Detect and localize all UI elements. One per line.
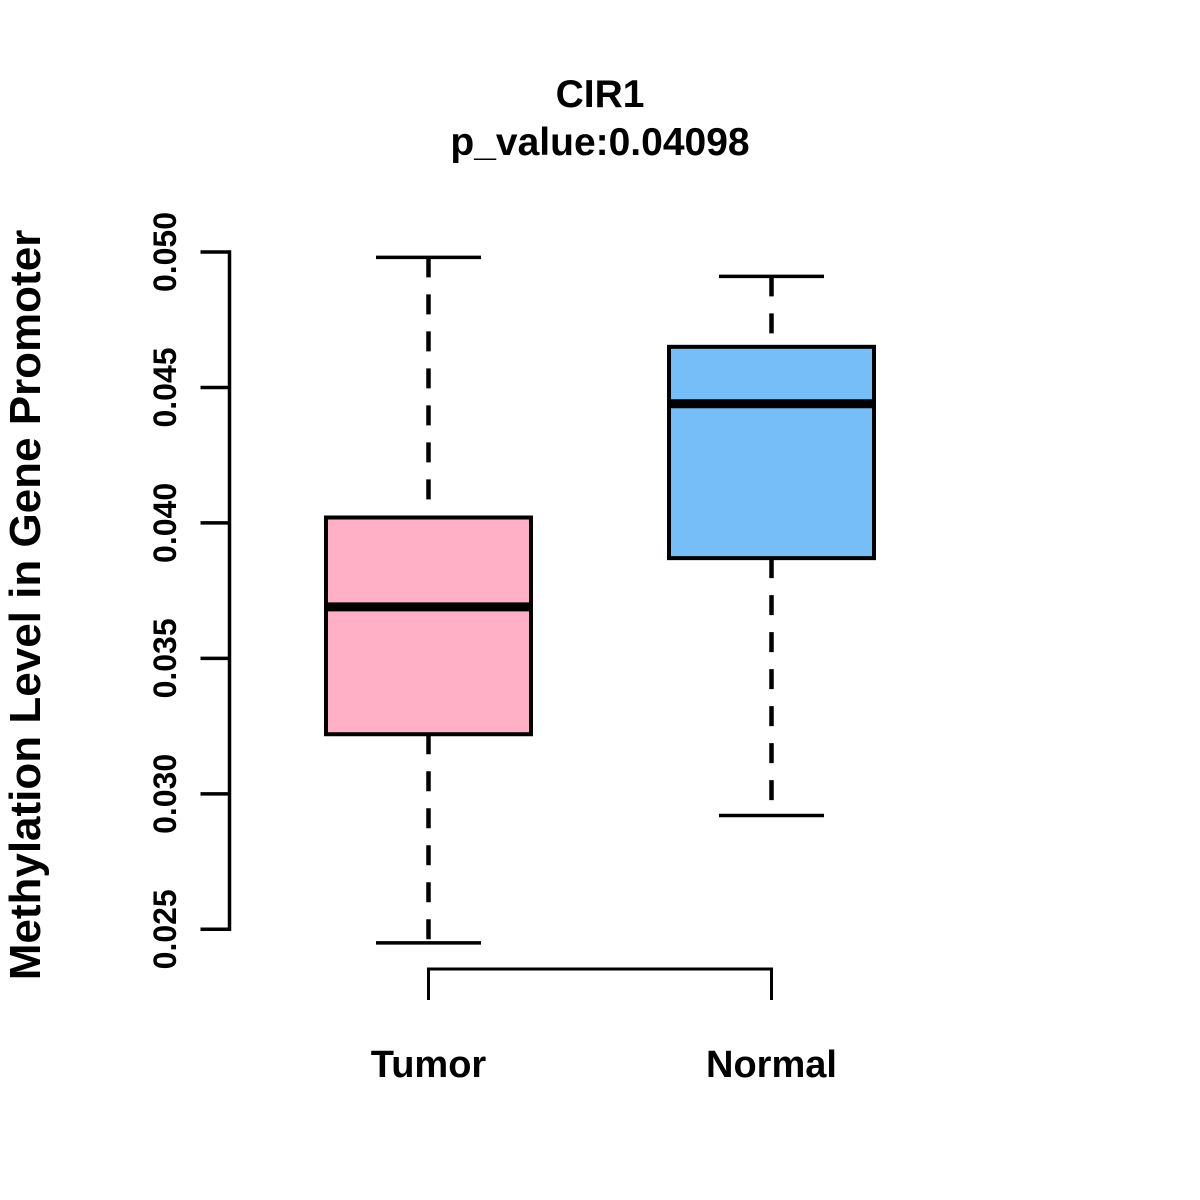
x-axis-labels: Tumor Normal — [371, 1044, 837, 1086]
comparison-bracket — [427, 967, 773, 1000]
y-axis-tick-label: 0.050 — [147, 212, 183, 292]
tumor-boxplot — [324, 255, 533, 945]
y-axis-tick-label: 0.040 — [147, 483, 183, 563]
x-axis-label-normal: Normal — [706, 1044, 837, 1086]
y-axis: 0.025 0.030 0.035 0.040 0.045 0.050 — [147, 212, 232, 969]
tumor-iqr-box — [324, 515, 533, 737]
normal-iqr-box — [667, 344, 876, 561]
tumor-normal-bracket — [427, 967, 773, 1000]
y-axis-tick-label: 0.035 — [147, 618, 183, 698]
y-axis-tick-label: 0.025 — [147, 889, 183, 969]
y-axis-tick-label: 0.030 — [147, 754, 183, 834]
y-axis-label: Methylation Level in Gene Promoter — [1, 230, 50, 981]
chart-title: CIR1 — [556, 73, 645, 116]
y-axis-tick-label: 0.045 — [147, 347, 183, 427]
chart-subtitle-pvalue: p_value:0.04098 — [450, 121, 749, 164]
normal-boxplot — [667, 274, 876, 818]
boxplot-groups — [324, 255, 876, 945]
x-axis-label-tumor: Tumor — [371, 1044, 487, 1086]
